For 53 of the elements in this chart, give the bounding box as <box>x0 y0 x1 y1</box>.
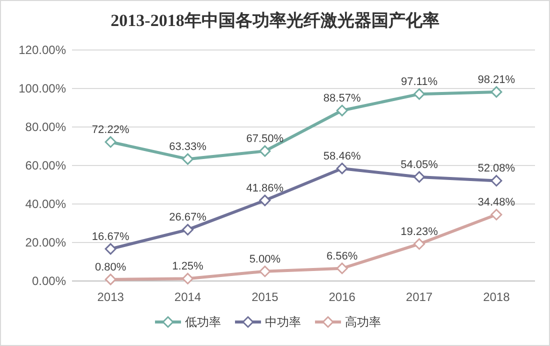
data-label: 52.08% <box>478 162 516 175</box>
point <box>336 104 348 116</box>
x-tick-label: 2018 <box>483 290 510 304</box>
data-label: 5.00% <box>249 253 281 266</box>
data-label: 88.57% <box>323 92 361 105</box>
x-tick-label: 2013 <box>97 290 124 304</box>
point <box>259 194 271 206</box>
y-tick-label: 100.00% <box>18 82 66 96</box>
chart-title: 2013-2018年中国各功率光纤激光器国产化率 <box>110 11 440 30</box>
data-label: 26.67% <box>169 212 207 224</box>
data-label: 34.48% <box>478 196 516 209</box>
y-tick-label: 60.00% <box>25 158 66 172</box>
point <box>104 274 116 286</box>
data-label: 54.05% <box>400 158 438 171</box>
data-label: 6.56% <box>326 250 358 262</box>
point <box>490 86 502 98</box>
point <box>104 243 116 255</box>
y-tick-label: 40.00% <box>25 197 66 211</box>
point <box>182 272 194 284</box>
point <box>336 262 348 274</box>
y-tick-label: 20.00% <box>25 236 66 250</box>
point <box>182 224 194 236</box>
data-label: 67.50% <box>246 133 284 146</box>
x-tick-label: 2015 <box>252 290 279 304</box>
data-label: 97.11% <box>401 76 438 88</box>
point <box>259 145 271 157</box>
x-tick-label: 2017 <box>406 290 433 304</box>
data-label: 58.46% <box>323 150 361 162</box>
point <box>414 171 425 183</box>
legend-label: 低功率 <box>185 315 221 329</box>
legend-label: 中功率 <box>265 315 301 329</box>
data-label: 19.23% <box>400 226 438 238</box>
legend-label: 高功率 <box>345 315 381 329</box>
data-label: 98.21% <box>478 74 516 86</box>
point <box>336 162 348 174</box>
data-label: 0.80% <box>94 261 126 274</box>
data-label: 1.25% <box>172 260 204 273</box>
data-label: 72.22% <box>92 124 130 136</box>
point <box>259 266 271 278</box>
y-tick-label: 80.00% <box>25 120 66 134</box>
data-label: 41.86% <box>246 182 284 194</box>
point <box>414 88 425 100</box>
x-tick-label: 2016 <box>328 290 356 304</box>
point <box>490 174 502 186</box>
data-label: 16.67% <box>92 230 130 243</box>
point <box>104 136 116 148</box>
y-tick-label: 0.00% <box>32 274 66 288</box>
data-label: 63.33% <box>169 141 207 154</box>
point <box>490 208 502 220</box>
y-tick-label: 120.00% <box>18 43 66 57</box>
point <box>414 238 425 250</box>
x-tick-label: 2014 <box>174 290 202 304</box>
point <box>182 153 194 165</box>
